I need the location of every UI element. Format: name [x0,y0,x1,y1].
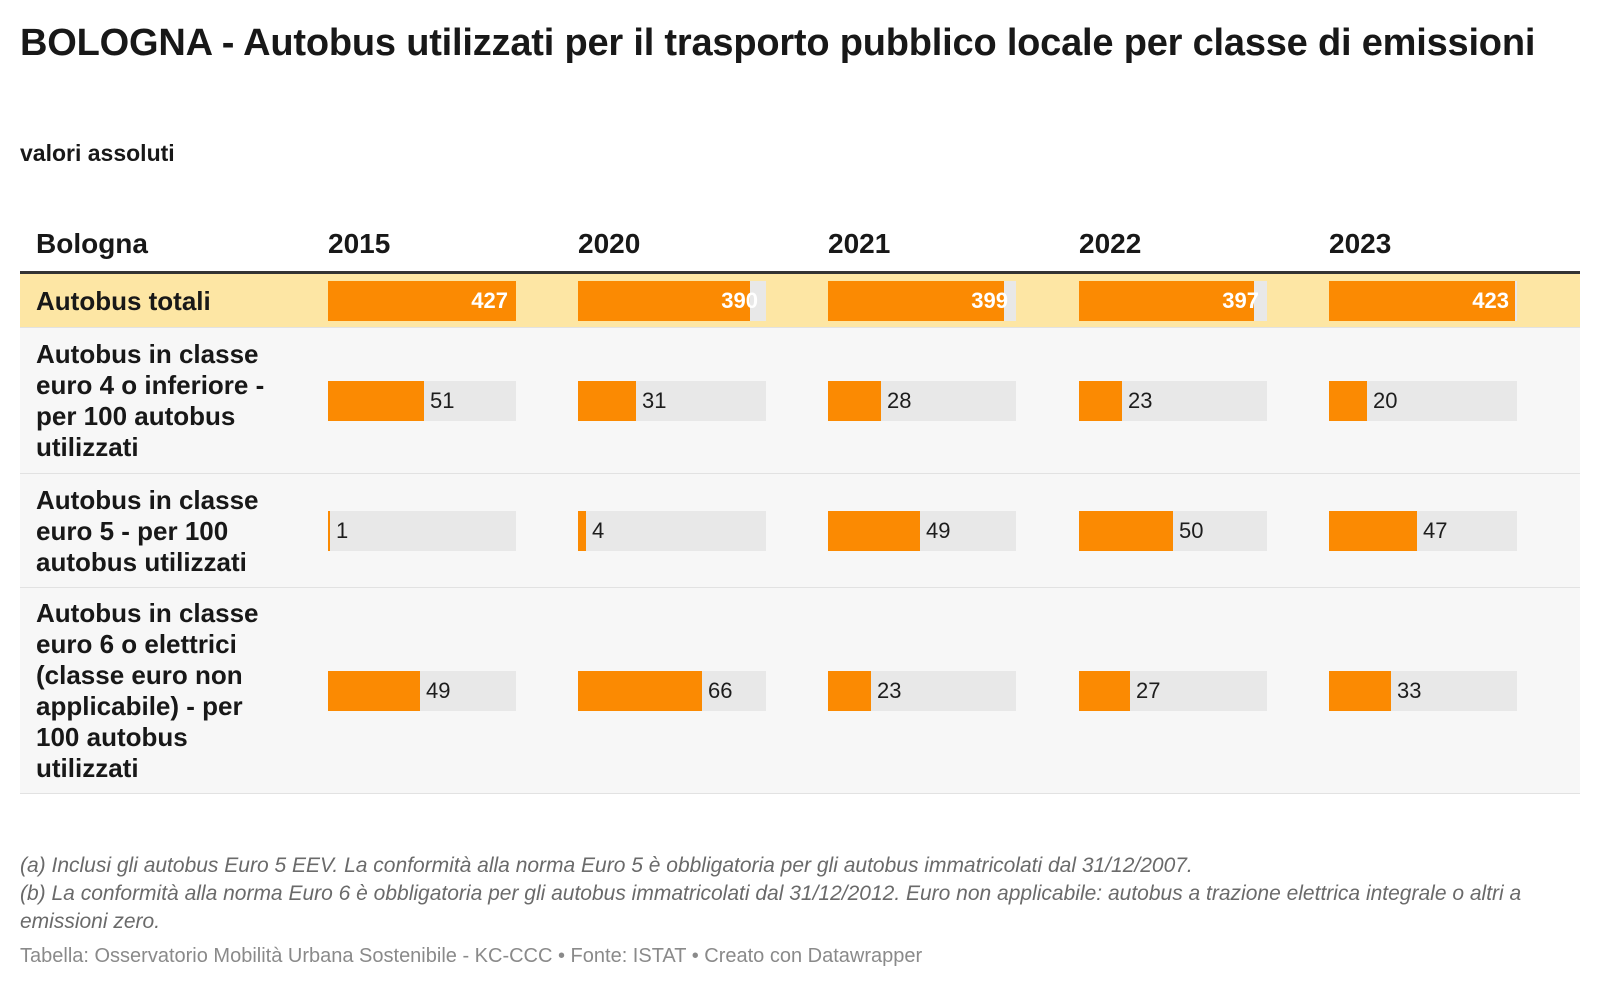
bar-cell: 66 [578,671,766,711]
bar [578,511,586,551]
data-label: 50 [1179,518,1204,543]
bar [578,381,636,421]
bar-cell: 49 [328,671,516,711]
bar-cell: 31 [578,381,766,421]
bar-cell: 390 [578,281,766,321]
footnotes: (a) Inclusi gli autobus Euro 5 EEV. La c… [20,852,1560,936]
bar [328,671,420,711]
bar-cell: 423 [1329,281,1517,321]
bar-cell: 23 [828,671,1016,711]
bar [828,671,871,711]
header-city: Bologna [36,228,148,259]
data-label: 23 [877,678,902,703]
bar [578,671,702,711]
bar-cell: 20 [1329,381,1517,421]
data-label: 397 [1222,288,1259,313]
footnote-a: (a) Inclusi gli autobus Euro 5 EEV. La c… [20,854,1193,877]
row-label: Autobus in classe euro 4 o inferiore - p… [36,339,265,462]
data-label: 399 [971,288,1008,313]
data-label: 49 [426,678,451,703]
bar [828,511,920,551]
data-label: 23 [1128,388,1153,413]
bar-cell: 427 [328,281,516,321]
bar-cell: 28 [828,381,1016,421]
data-label: 51 [430,388,455,413]
bar [1079,511,1173,551]
table-header: Bologna 2015 2020 2021 2022 2023 [20,210,1580,274]
row-label: Autobus in classe euro 6 o elettrici (cl… [36,598,259,783]
source-credit: Tabella: Osservatorio Mobilità Urbana So… [20,945,923,967]
data-table: Bologna 2015 2020 2021 2022 2023 Autobus tot… [20,210,1580,794]
header-year-2020: 2020 [578,228,641,259]
data-label: 423 [1472,288,1509,313]
table-body: Autobus totali 427 390 399 397 423 Autobus in … [20,274,1580,794]
chart-subtitle: valori assoluti [20,140,175,166]
chart-title: BOLOGNA - Autobus utilizzati per il tras… [20,22,1536,64]
bar-cell: 399 [828,281,1016,321]
bar-track [328,511,516,551]
bar-cell: 51 [328,381,516,421]
bar [1329,281,1515,321]
bar [1079,281,1254,321]
data-label: 4 [592,518,605,543]
bar-cell: 33 [1329,671,1517,711]
table-row: Autobus in classe euro 5 - per 100 autob… [20,474,1580,588]
header-year-2022: 2022 [1079,228,1142,259]
bar-cell: 23 [1079,381,1267,421]
table-row: Autobus totali 427 390 399 397 423 [20,274,1580,328]
bar-cell: 1 [328,511,516,551]
bar-cell: 50 [1079,511,1267,551]
bar-cell: 397 [1079,281,1267,321]
data-label: 20 [1373,388,1398,413]
bar [578,281,750,321]
bar [1329,671,1391,711]
bar [1079,381,1122,421]
bar [1329,381,1367,421]
data-label: 390 [721,288,758,313]
header-year-2021: 2021 [828,228,891,259]
row-label: Autobus in classe euro 5 - per 100 autob… [36,485,259,577]
data-label: 49 [926,518,951,543]
bar-cell: 47 [1329,511,1517,551]
table-row: Autobus in classe euro 6 o elettrici (cl… [20,588,1580,794]
data-label: 33 [1397,678,1422,703]
header-year-2015: 2015 [328,228,391,259]
bar [1329,511,1417,551]
data-label: 427 [471,288,508,313]
bar [828,381,881,421]
bar-track [578,511,766,551]
data-label: 27 [1136,678,1161,703]
bar [1079,671,1130,711]
bar [328,511,330,551]
bar [828,281,1004,321]
data-label: 47 [1423,518,1448,543]
bar [328,281,516,321]
data-label: 31 [642,388,667,413]
data-label: 28 [887,388,912,413]
header-year-2023: 2023 [1329,228,1392,259]
table-row: Autobus in classe euro 4 o inferiore - p… [20,328,1580,474]
bar-cell: 27 [1079,671,1267,711]
data-label: 1 [336,518,349,543]
bar-cell: 49 [828,511,1016,551]
row-label: Autobus totali [36,286,211,316]
footnote-b: (b) La conformità alla norma Euro 6 è ob… [20,882,1522,933]
data-label: 66 [708,678,733,703]
bar-cell: 4 [578,511,766,551]
bar [328,381,424,421]
